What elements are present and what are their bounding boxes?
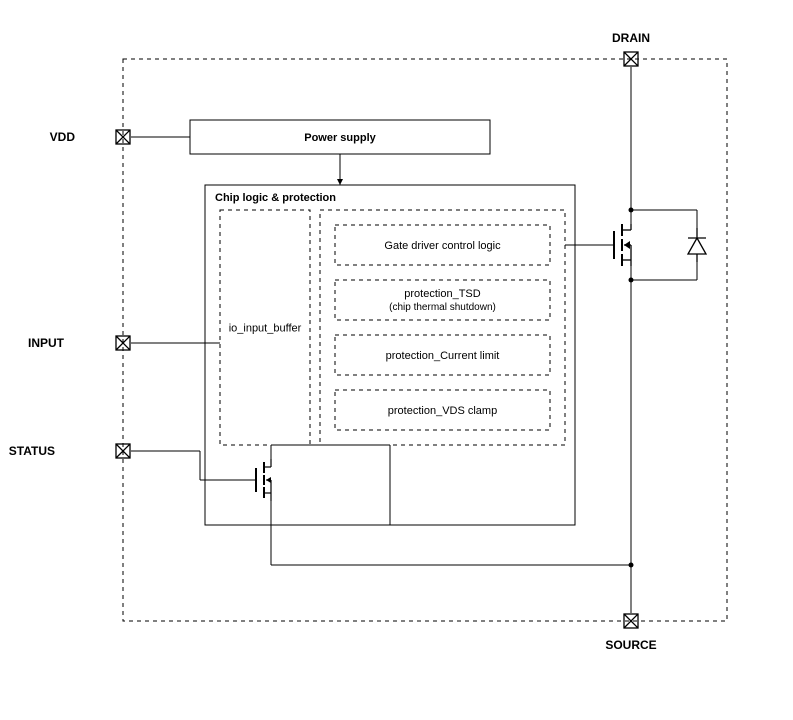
logic-box-title: Chip logic & protection [215,192,336,204]
power-supply-label: Power supply [304,132,376,144]
gate-driver-label: Gate driver control logic [384,240,501,252]
pin-label-source: SOURCE [605,638,656,652]
pin-label-drain: DRAIN [612,31,650,45]
pin-label-input: INPUT [28,336,65,350]
svg-text:protection_Current limit: protection_Current limit [386,350,500,362]
svg-text:protection_TSD: protection_TSD [404,288,480,300]
svg-text:(chip thermal shutdown): (chip thermal shutdown) [389,302,496,313]
io-buffer-label: io_input_buffer [229,323,302,335]
pin-label-status: STATUS [9,444,55,458]
pin-label-vdd: VDD [50,130,76,144]
svg-text:protection_VDS clamp: protection_VDS clamp [388,405,497,417]
